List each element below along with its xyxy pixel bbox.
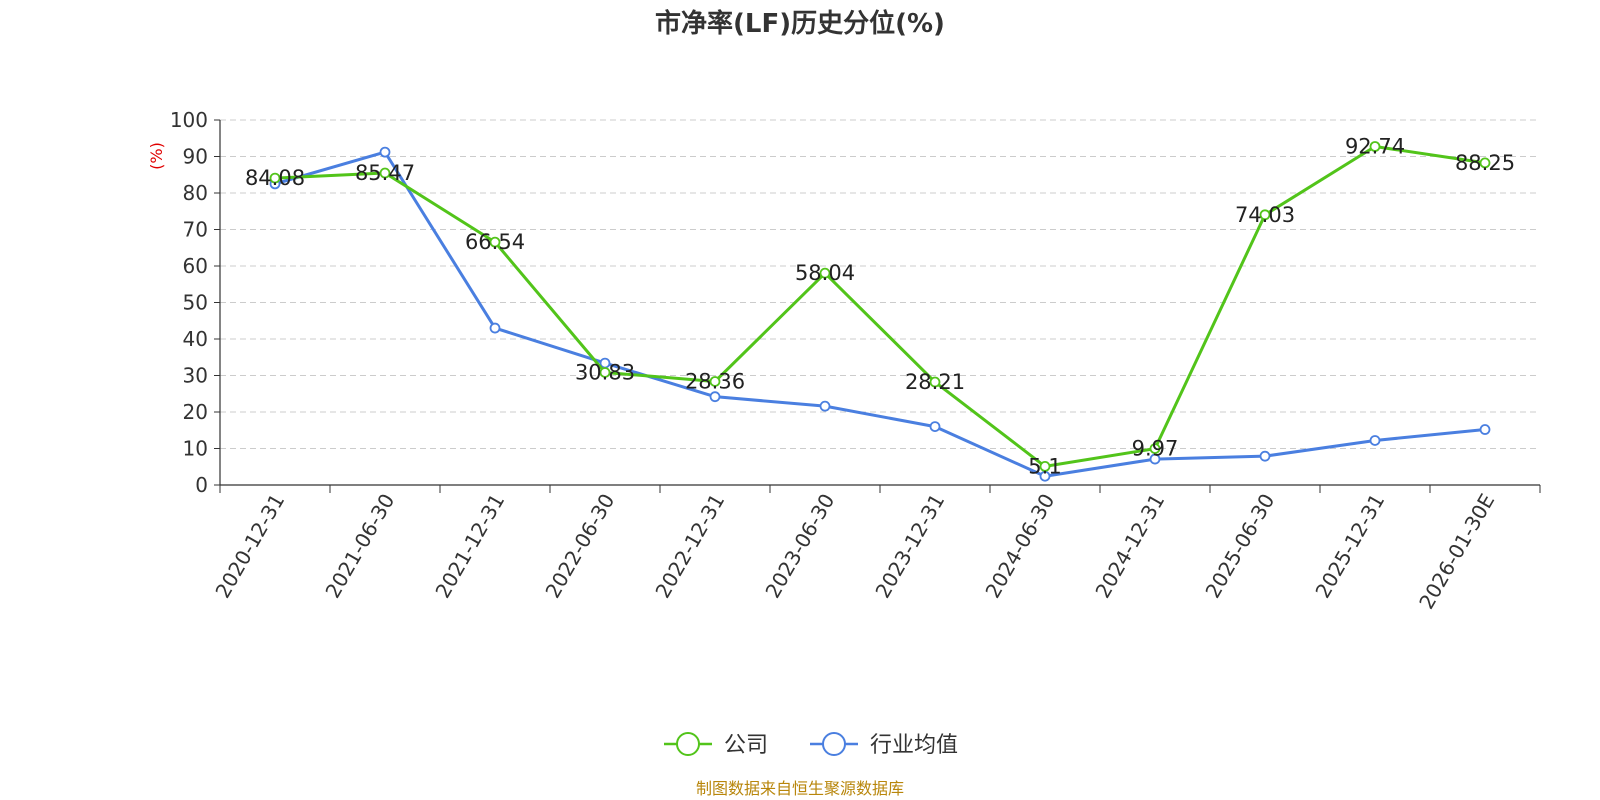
x-tick-label: 2024-06-30 [980, 490, 1059, 603]
legend-label: 行业均值 [870, 733, 958, 758]
data-point [1259, 209, 1271, 221]
data-label: 85.47 [355, 161, 415, 185]
data-label: 74.03 [1235, 203, 1295, 227]
data-point [819, 267, 831, 279]
data-label: 84.08 [245, 166, 305, 190]
y-tick-label: 20 [183, 400, 208, 424]
data-point [379, 167, 391, 179]
data-label: 9.97 [1132, 437, 1179, 461]
data-label: 66.54 [465, 230, 525, 254]
data-point [269, 172, 281, 184]
y-tick-label: 30 [183, 364, 208, 388]
x-tick-label: 2022-12-31 [650, 490, 729, 603]
data-label: 92.74 [1345, 134, 1405, 158]
y-tick-label: 90 [183, 145, 208, 169]
data-point [819, 400, 831, 412]
legend-marker [822, 732, 846, 756]
x-tick-label: 2023-12-31 [870, 490, 949, 603]
data-label: 58.04 [795, 261, 855, 285]
x-tick-label: 2020-12-31 [210, 490, 289, 603]
y-axis-ticks: 0 10 20 30 40 50 60 70 80 90 100 [170, 108, 220, 497]
x-tick-label: 2021-06-30 [320, 490, 399, 603]
series [269, 141, 1491, 482]
data-label: 88.25 [1455, 151, 1515, 175]
data-point [1039, 460, 1051, 472]
legend-item: 行业均值 [810, 732, 958, 758]
data-label: 28.36 [685, 369, 745, 393]
x-tick-label: 2024-12-31 [1090, 490, 1169, 603]
y-tick-label: 100 [170, 108, 208, 132]
data-point [1479, 157, 1491, 169]
x-axis-ticks: 2020-12-31 2021-06-30 2021-12-31 2022-06-30… [210, 485, 1541, 614]
data-point [709, 376, 721, 387]
data-point [709, 391, 721, 403]
y-tick-label: 70 [183, 218, 208, 242]
data-point [1149, 453, 1161, 465]
data-point [379, 146, 391, 158]
y-tick-label: 0 [195, 473, 208, 497]
y-axis-unit-label: (%) [147, 142, 166, 170]
chart-title: 市净率(LF)历史分位(%) [655, 8, 945, 39]
legend-marker [676, 732, 700, 756]
grid-lines [220, 119, 1540, 449]
data-point [1369, 435, 1381, 446]
x-tick-label: 2025-06-30 [1200, 490, 1279, 603]
legend-label: 公司 [724, 733, 768, 758]
series-line [274, 150, 1486, 478]
y-tick-label: 10 [183, 437, 208, 461]
data-labels: 84.08 85.47 66.54 30.83 28.36 58.04 28.21 5.1 9.… [245, 134, 1515, 478]
data-point [1479, 424, 1491, 435]
y-tick-label: 50 [183, 291, 208, 315]
y-tick-label: 40 [183, 327, 208, 351]
data-point [929, 376, 941, 388]
data-point [599, 367, 611, 378]
source-note: 制图数据来自恒生聚源数据库 [696, 779, 904, 798]
data-point [489, 322, 501, 334]
x-tick-label: 2026-01-30E [1414, 490, 1499, 614]
data-point [1259, 450, 1271, 462]
data-point [929, 421, 941, 433]
y-tick-label: 80 [183, 181, 208, 205]
data-point [1369, 141, 1381, 152]
data-point [1149, 443, 1161, 455]
data-label: 5.1 [1028, 454, 1061, 478]
series-line [274, 144, 1486, 468]
x-tick-label: 2023-06-30 [760, 490, 839, 603]
x-tick-label: 2022-06-30 [540, 490, 619, 603]
legend-item: 公司 [664, 732, 768, 758]
data-label: 28.21 [905, 370, 965, 394]
y-tick-label: 60 [183, 254, 208, 278]
x-tick-label: 2025-12-31 [1310, 490, 1389, 603]
legend: 公司 行业均值 [664, 732, 958, 758]
data-point [489, 236, 501, 248]
x-tick-label: 2021-12-31 [430, 490, 509, 603]
data-label: 30.83 [575, 360, 635, 384]
